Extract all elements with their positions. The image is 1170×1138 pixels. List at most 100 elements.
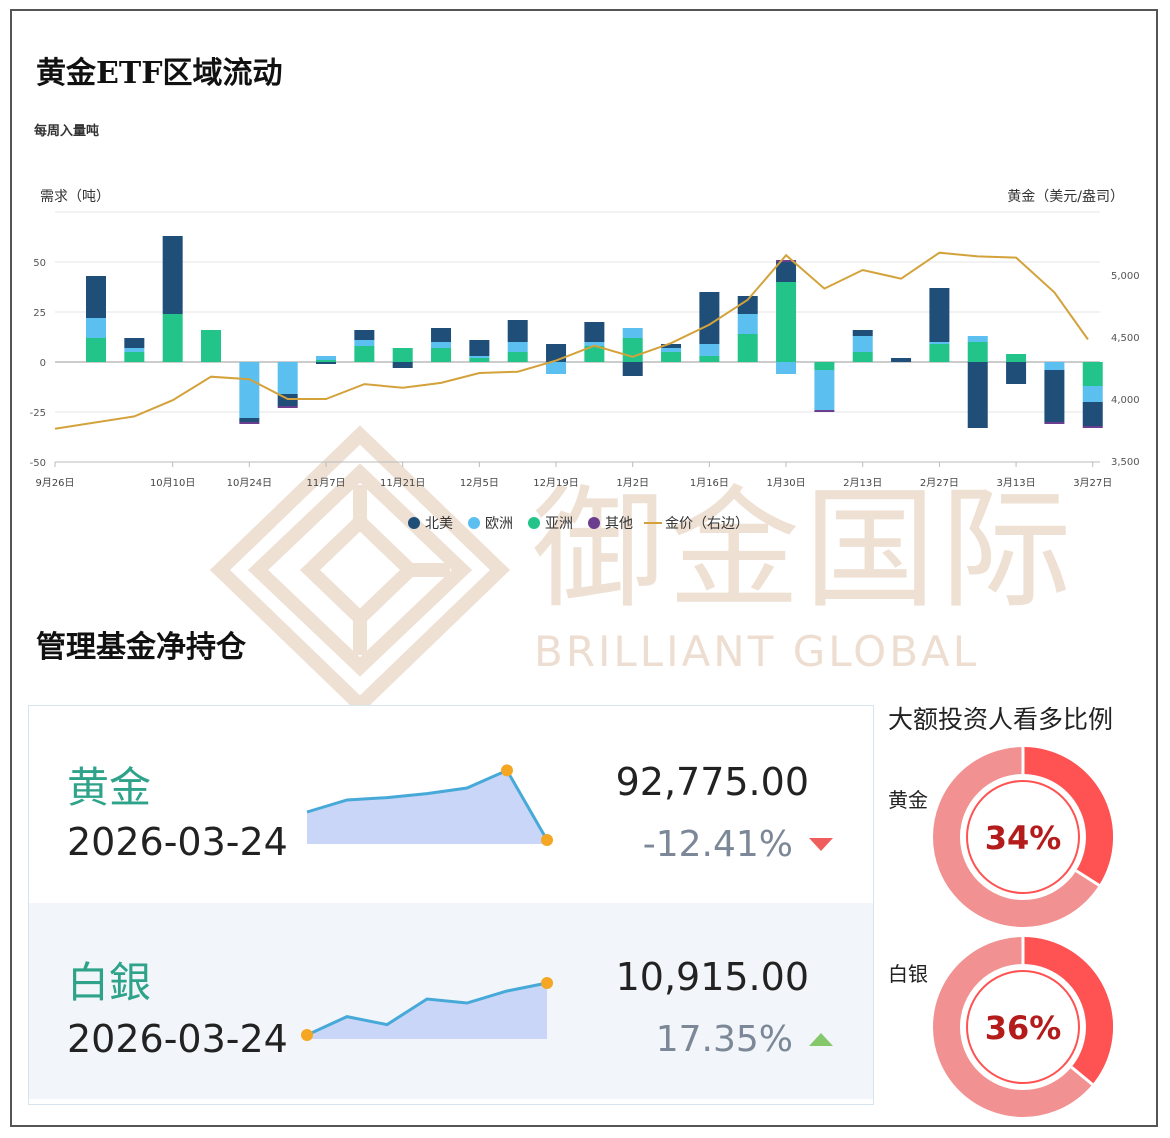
bar-segment-欧洲	[354, 340, 375, 346]
sparkline-point	[501, 764, 513, 777]
bar-segment-北美	[316, 362, 337, 364]
legend-marker	[528, 517, 540, 529]
bar-segment-亚洲	[584, 346, 605, 362]
bar-segment-欧洲	[469, 356, 490, 358]
fund-position-panel: 黄金 2026-03-24 92,775.00 -12.41% 白銀 2026-…	[28, 705, 874, 1105]
bar-segment-北美	[239, 418, 260, 422]
bar-segment-其他	[1044, 422, 1065, 424]
x-tick-label: 1月2日	[616, 477, 649, 489]
bar-segment-欧洲	[277, 362, 298, 394]
bar-segment-北美	[1044, 370, 1065, 422]
bar-segment-其他	[1082, 426, 1103, 428]
fund-name: 白銀	[67, 958, 152, 1007]
x-tick-label: 3月27日	[1073, 477, 1112, 489]
bar-segment-欧洲	[546, 362, 567, 374]
bar-segment-欧洲	[316, 356, 337, 360]
bar-segment-欧洲	[507, 342, 528, 352]
legend-marker	[588, 517, 600, 529]
bar-segment-亚洲	[852, 352, 873, 362]
donut-separator	[1070, 1066, 1094, 1086]
chart-price-line	[54, 251, 1089, 430]
legend-label: 欧洲	[485, 516, 513, 532]
fund-sparkline	[306, 764, 553, 846]
left-tick-label: 50	[33, 258, 46, 269]
donut-separator	[1075, 869, 1100, 887]
bar-segment-欧洲	[776, 362, 797, 374]
bar-segment-亚洲	[967, 342, 988, 362]
sparkline-point	[541, 834, 553, 846]
sparkline-point	[541, 977, 553, 989]
bar-segment-亚洲	[1006, 354, 1027, 362]
right-tick-label: 4,500	[1111, 333, 1140, 344]
bar-segment-其他	[277, 406, 298, 408]
x-tick-label: 3月13日	[997, 477, 1036, 489]
bar-segment-亚洲	[392, 348, 413, 362]
donut-inner-ring	[966, 780, 1080, 894]
bar-segment-欧洲	[967, 336, 988, 342]
bar-segment-欧洲	[431, 342, 452, 348]
donut-inner-ring	[966, 970, 1080, 1084]
bar-segment-亚洲	[699, 356, 720, 362]
chart-axes: -50 -25 0 25 50 3,500 4,000 4,500 5,000 9月26日 10月1…	[30, 258, 1140, 489]
fund-value: 92,775.00	[615, 760, 809, 804]
x-tick-label: 10月24日	[227, 477, 272, 489]
bar-segment-北美	[699, 292, 720, 344]
x-tick-label: 11月7日	[306, 477, 345, 489]
sparkline-line	[306, 981, 548, 1037]
bar-segment-北美	[967, 362, 988, 428]
fund-date: 2026-03-24	[67, 820, 288, 864]
left-tick-label: -50	[30, 458, 46, 469]
down-triangle-icon	[809, 838, 833, 851]
bar-segment-欧洲	[1082, 386, 1103, 402]
bar-segment-北美	[354, 330, 375, 340]
bar-segment-北美	[622, 362, 643, 376]
legend-label: 金价（右边）	[665, 516, 749, 532]
bar-segment-北美	[546, 344, 567, 362]
right-axis-label: 黄金（美元/盎司）	[1007, 188, 1124, 205]
x-tick-label: 12月5日	[460, 477, 499, 489]
fund-change: -12.41%	[642, 824, 793, 865]
donut-bullish-segment	[1022, 747, 1113, 886]
fund-row-gold[interactable]: 黄金 2026-03-24 92,775.00 -12.41%	[29, 706, 873, 902]
left-tick-label: 25	[33, 308, 46, 319]
bar-segment-欧洲	[852, 336, 873, 352]
donut-hole	[961, 965, 1085, 1089]
bar-segment-其他	[814, 410, 835, 412]
bar-segment-亚洲	[776, 282, 797, 362]
legend-marker	[408, 517, 420, 529]
donut-bullish-segment	[1022, 937, 1113, 1085]
bar-segment-其他	[239, 422, 260, 424]
legend-label: 亚洲	[545, 516, 573, 532]
bar-segment-欧洲	[622, 328, 643, 338]
gold-price-line	[54, 251, 1089, 430]
bar-segment-亚洲	[507, 352, 528, 362]
bar-segment-北美	[507, 320, 528, 342]
x-tick-label: 12月19日	[533, 477, 578, 489]
bar-segment-欧洲	[124, 348, 145, 352]
x-tick-label: 2月27日	[920, 477, 959, 489]
bar-segment-亚洲	[431, 348, 452, 362]
bar-segment-亚洲	[162, 314, 183, 362]
etf-chart-title: 黄金ETF区域流动	[36, 56, 283, 91]
right-tick-label: 3,500	[1111, 457, 1140, 468]
x-tick-label: 9月26日	[35, 477, 74, 489]
x-tick-label: 2月13日	[843, 477, 882, 489]
bar-segment-北美	[776, 262, 797, 282]
bar-segment-欧洲	[699, 344, 720, 356]
bar-segment-北美	[661, 344, 682, 348]
bar-segment-欧洲	[929, 342, 950, 344]
donut-percent: 36%	[985, 1009, 1062, 1047]
bullish-ratio-title: 大额投资人看多比例	[888, 705, 1114, 734]
right-tick-label: 5,000	[1111, 271, 1140, 282]
legend-label: 其他	[605, 516, 633, 532]
bar-segment-北美	[1006, 362, 1027, 384]
bar-segment-亚洲	[354, 346, 375, 362]
donut-label-silver: 白银	[888, 962, 928, 986]
fund-row-silver[interactable]: 白銀 2026-03-24 10,915.00 17.35%	[29, 903, 873, 1099]
fund-change: 17.35%	[655, 1019, 793, 1060]
bar-segment-北美	[852, 330, 873, 336]
bar-segment-亚洲	[1082, 362, 1103, 386]
right-tick-label: 4,000	[1111, 395, 1140, 406]
bar-segment-北美	[162, 236, 183, 314]
x-tick-label: 1月30日	[767, 477, 806, 489]
